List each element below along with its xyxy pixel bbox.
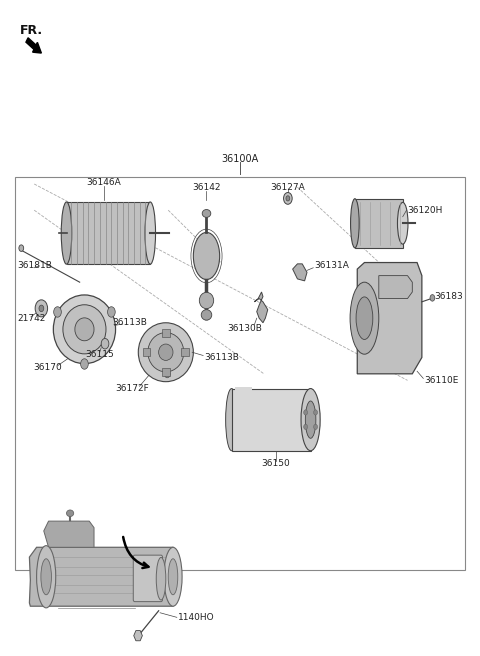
Text: 36172F: 36172F xyxy=(115,384,149,394)
Text: 36110E: 36110E xyxy=(424,376,459,385)
Text: 36100A: 36100A xyxy=(221,154,259,164)
Text: 36113B: 36113B xyxy=(112,318,147,327)
FancyBboxPatch shape xyxy=(143,348,151,356)
FancyBboxPatch shape xyxy=(133,555,162,602)
Ellipse shape xyxy=(356,297,373,339)
Text: 36181B: 36181B xyxy=(17,261,52,270)
Circle shape xyxy=(286,195,290,201)
Circle shape xyxy=(35,300,48,317)
Ellipse shape xyxy=(193,232,220,279)
Circle shape xyxy=(54,307,61,318)
Circle shape xyxy=(101,338,109,349)
Ellipse shape xyxy=(350,282,379,354)
Ellipse shape xyxy=(397,203,408,244)
Ellipse shape xyxy=(158,344,173,360)
FancyBboxPatch shape xyxy=(162,329,169,337)
Ellipse shape xyxy=(305,401,316,438)
Text: 36142: 36142 xyxy=(192,184,221,192)
Ellipse shape xyxy=(61,202,72,264)
Polygon shape xyxy=(293,264,307,281)
Polygon shape xyxy=(357,262,422,374)
Ellipse shape xyxy=(226,388,238,451)
FancyBboxPatch shape xyxy=(355,199,403,248)
FancyArrow shape xyxy=(26,38,41,53)
Circle shape xyxy=(164,370,170,378)
Ellipse shape xyxy=(67,510,74,516)
FancyBboxPatch shape xyxy=(236,387,252,400)
Ellipse shape xyxy=(199,293,214,309)
Text: 36146A: 36146A xyxy=(86,178,121,187)
Circle shape xyxy=(304,410,308,415)
Polygon shape xyxy=(44,521,94,547)
Ellipse shape xyxy=(148,333,184,372)
Ellipse shape xyxy=(168,559,178,595)
Ellipse shape xyxy=(53,295,116,363)
Text: 21742: 21742 xyxy=(17,314,46,323)
Circle shape xyxy=(81,359,88,369)
Text: 36115: 36115 xyxy=(85,350,114,359)
Text: 36130B: 36130B xyxy=(228,323,262,333)
Ellipse shape xyxy=(301,388,320,451)
Ellipse shape xyxy=(63,305,106,354)
Text: 36120H: 36120H xyxy=(408,206,443,215)
Polygon shape xyxy=(29,547,180,606)
Text: 36113B: 36113B xyxy=(204,353,239,362)
Circle shape xyxy=(19,245,24,251)
Ellipse shape xyxy=(75,318,94,340)
Ellipse shape xyxy=(145,202,156,264)
Text: 36170: 36170 xyxy=(33,363,62,372)
Text: 36131A: 36131A xyxy=(314,261,349,270)
Ellipse shape xyxy=(202,209,211,217)
Text: FR.: FR. xyxy=(20,24,43,37)
Circle shape xyxy=(313,410,317,415)
Circle shape xyxy=(284,192,292,204)
FancyBboxPatch shape xyxy=(162,368,169,376)
Ellipse shape xyxy=(41,559,51,595)
Circle shape xyxy=(430,295,435,301)
Text: 1140HO: 1140HO xyxy=(178,613,215,622)
Bar xyxy=(15,177,465,570)
Ellipse shape xyxy=(201,310,212,320)
Circle shape xyxy=(313,424,317,430)
Ellipse shape xyxy=(156,558,166,600)
Polygon shape xyxy=(254,292,268,323)
Text: 36183: 36183 xyxy=(434,292,463,301)
Text: 36127A: 36127A xyxy=(271,183,305,192)
Polygon shape xyxy=(134,630,143,641)
Polygon shape xyxy=(379,276,412,298)
Ellipse shape xyxy=(138,323,193,382)
Circle shape xyxy=(304,424,308,430)
FancyBboxPatch shape xyxy=(67,202,150,264)
FancyBboxPatch shape xyxy=(181,348,189,356)
Ellipse shape xyxy=(164,547,182,606)
FancyBboxPatch shape xyxy=(232,388,311,451)
Ellipse shape xyxy=(36,546,56,608)
Text: 36150: 36150 xyxy=(262,459,290,468)
Circle shape xyxy=(39,305,44,312)
Ellipse shape xyxy=(350,199,359,248)
Circle shape xyxy=(108,307,115,318)
